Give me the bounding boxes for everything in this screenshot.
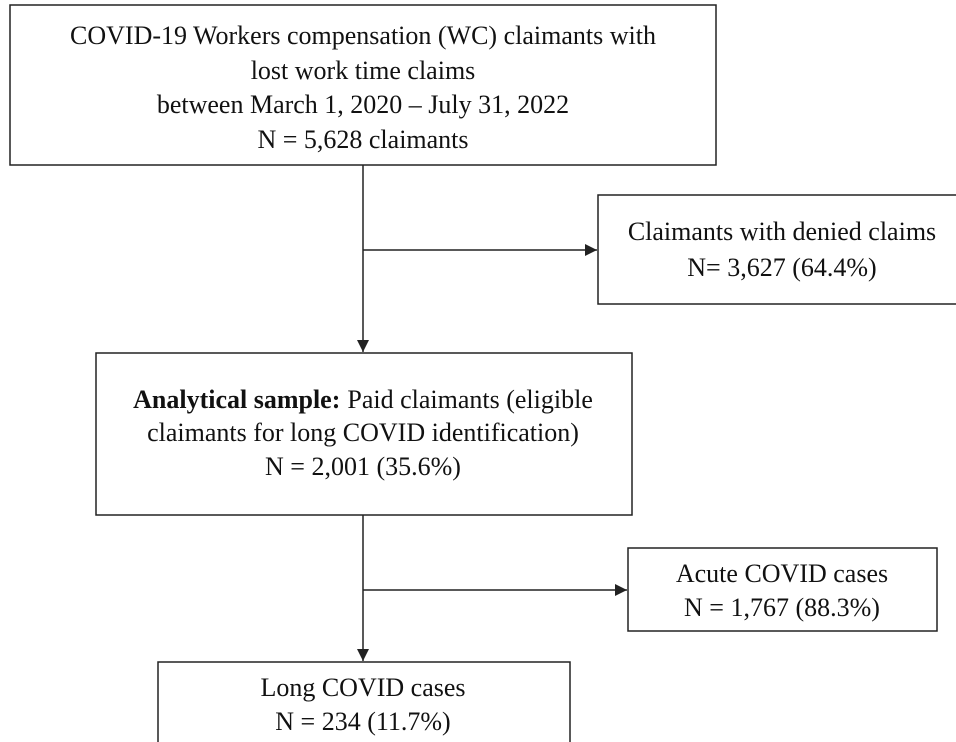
node-text: N = 1,767 (88.3%) (684, 593, 880, 622)
node-text: N= 3,627 (64.4%) (687, 253, 876, 282)
node-text: N = 5,628 claimants (257, 125, 468, 154)
box (627, 547, 938, 632)
node-text: Long COVID cases (260, 673, 465, 702)
node-text: Acute COVID cases (676, 559, 888, 588)
box (597, 194, 956, 305)
node-text: claimants for long COVID identification) (147, 418, 579, 447)
node-text: N = 2,001 (35.6%) (265, 452, 461, 481)
node-text: N = 234 (11.7%) (275, 707, 450, 736)
box (9, 4, 717, 166)
node-text-bold: Analytical sample: (133, 385, 340, 414)
node-text: Paid claimants (eligible (347, 385, 593, 414)
box (95, 352, 633, 516)
node-text: between March 1, 2020 – July 31, 2022 (157, 90, 569, 119)
node-text: Claimants with denied claims (628, 217, 936, 246)
box (157, 661, 571, 742)
node-text: lost work time claims (251, 56, 476, 85)
node-text: Analytical sample: Paid claimants (eligib… (133, 385, 593, 414)
node-text: COVID-19 Workers compensation (WC) claim… (70, 21, 656, 50)
